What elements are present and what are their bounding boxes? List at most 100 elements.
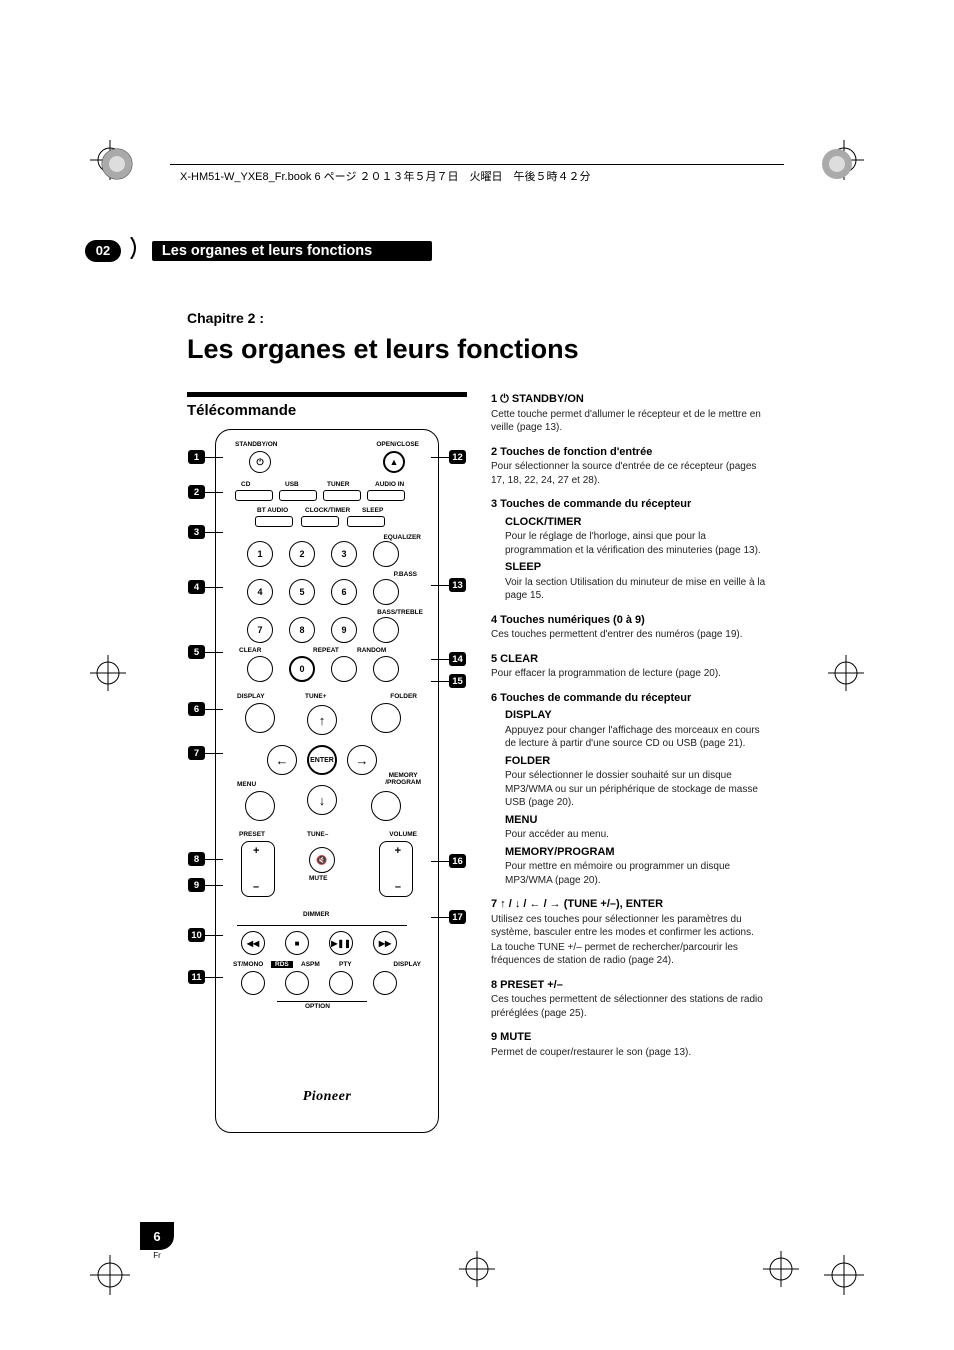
- register-mark-icon: [763, 1251, 799, 1287]
- desc-subheading: MENU: [491, 813, 772, 828]
- desc-subheading: CLOCK/TIMER: [491, 515, 772, 530]
- transport-stop-icon: ■: [285, 931, 309, 955]
- remote-label: CLEAR: [239, 647, 261, 654]
- desc-item-text: Pour effacer la programmation de lecture…: [491, 667, 772, 681]
- remote-button: [373, 971, 397, 995]
- divider: [277, 1001, 367, 1002]
- page-language: Fr: [140, 1251, 174, 1260]
- callout: 4: [188, 580, 223, 594]
- keypad-button: 9: [331, 617, 357, 643]
- chapter-number-badge: 02: [85, 240, 121, 262]
- desc-item-heading: 2 Touches de fonction d'entrée: [491, 445, 772, 460]
- keypad-button: 1: [247, 541, 273, 567]
- plus-icon: +: [253, 845, 259, 857]
- remote-label: OPTION: [305, 1003, 330, 1010]
- remote-button: [323, 490, 361, 501]
- remote-label: SLEEP: [362, 507, 383, 514]
- remote-label: DISPLAY: [393, 961, 421, 968]
- brand-logo: Pioneer: [227, 1089, 427, 1105]
- header-rule: [170, 164, 784, 165]
- remote-label: TUNER: [327, 481, 349, 488]
- remote-button: [331, 656, 357, 682]
- remote-label: VOLUME: [389, 831, 417, 838]
- remote-button: [245, 703, 275, 733]
- remote-button: [373, 541, 399, 567]
- remote-button: [255, 516, 293, 527]
- register-mark-icon: [459, 1251, 495, 1287]
- left-column: Télécommande STANDBY/ON OPEN/CLOSE ⏻ ▲ C…: [187, 392, 467, 1133]
- nav-up-icon: ↑: [307, 705, 337, 735]
- remote-label: EQUALIZER: [383, 534, 421, 541]
- desc-item-text: Voir la section Utilisation du minuteur …: [491, 576, 772, 603]
- remote-figure: STANDBY/ON OPEN/CLOSE ⏻ ▲ CD USB TUNER A…: [215, 429, 439, 1133]
- remote-label: STANDBY/ON: [235, 441, 278, 448]
- standby-button-icon: ⏻: [249, 451, 271, 473]
- desc-item-text: Pour accéder au menu.: [491, 828, 772, 842]
- remote-label: FOLDER: [390, 693, 417, 700]
- right-column: 1 ⏻ STANDBY/ONCette touche permet d'allu…: [491, 392, 772, 1133]
- plus-icon: +: [395, 845, 401, 857]
- remote-button: [373, 617, 399, 643]
- callout: 14: [431, 652, 466, 666]
- desc-item-text: Ces touches permettent de sélectionner d…: [491, 993, 772, 1020]
- remote-label: MEMORY /PROGRAM: [385, 773, 421, 786]
- keypad-button: 5: [289, 579, 315, 605]
- callout: 1: [188, 450, 223, 464]
- remote-label: PRESET: [239, 831, 265, 838]
- desc-subheading: MEMORY/PROGRAM: [491, 845, 772, 860]
- register-mark-icon: [90, 655, 126, 691]
- desc-item: 2 Touches de fonction d'entréePour sélec…: [491, 445, 772, 488]
- page-number-badge: 6: [140, 1222, 174, 1250]
- desc-item: 9 MUTEPermet de couper/restaurer le son …: [491, 1030, 772, 1059]
- callout: 3: [188, 525, 223, 539]
- keypad-button: 4: [247, 579, 273, 605]
- callout: 16: [431, 854, 466, 868]
- desc-item-heading: 7 ↑ / ↓ / ← / → (TUNE +/–), ENTER: [491, 897, 772, 912]
- register-mark-icon: [828, 655, 864, 691]
- minus-icon: –: [395, 881, 401, 893]
- desc-item-text: Pour sélectionner le dossier souhaité su…: [491, 769, 772, 810]
- desc-item-text: Utilisez ces touches pour sélectionner l…: [491, 913, 772, 940]
- callout: 12: [431, 450, 466, 464]
- divider: [237, 925, 407, 926]
- remote-button: [371, 703, 401, 733]
- callout: 8: [188, 852, 223, 866]
- desc-item-heading: 8 PRESET +/–: [491, 978, 772, 993]
- remote-label: CLOCK/TIMER: [305, 507, 350, 514]
- page-number: 6 Fr: [140, 1222, 174, 1260]
- callout: 10: [188, 928, 223, 942]
- callout: 7: [188, 746, 223, 760]
- remote-label: CD: [241, 481, 250, 488]
- remote-label: BASS/TREBLE: [377, 609, 423, 616]
- remote-label: TUNE+: [305, 693, 327, 700]
- remote-label: RANDOM: [357, 647, 386, 654]
- content-columns: Télécommande STANDBY/ON OPEN/CLOSE ⏻ ▲ C…: [187, 392, 772, 1133]
- callout: 5: [188, 645, 223, 659]
- callout: 13: [431, 578, 466, 592]
- keypad-button: 8: [289, 617, 315, 643]
- nav-down-icon: ↓: [307, 785, 337, 815]
- remote-label: BT AUDIO: [257, 507, 288, 514]
- desc-item-text: Permet de couper/restaurer le son (page …: [491, 1046, 772, 1060]
- minus-icon: –: [253, 881, 259, 893]
- transport-rew-icon: ◀◀: [241, 931, 265, 955]
- crop-mark-icon: [90, 1255, 130, 1295]
- keypad-button: 7: [247, 617, 273, 643]
- keypad-button: 6: [331, 579, 357, 605]
- desc-item: 5 CLEARPour effacer la programmation de …: [491, 652, 772, 681]
- color-block-icon: [820, 147, 854, 181]
- remote-button: [347, 516, 385, 527]
- desc-item-heading: 6 Touches de commande du récepteur: [491, 691, 772, 706]
- desc-item-text: Pour sélectionner la source d'entrée de …: [491, 460, 772, 487]
- desc-item-heading: 1 ⏻ STANDBY/ON: [491, 392, 772, 407]
- remote-label: OPEN/CLOSE: [376, 441, 419, 448]
- chapter-label: Chapitre 2 :: [187, 310, 764, 326]
- remote-button: [235, 490, 273, 501]
- desc-item-heading: 3 Touches de commande du récepteur: [491, 497, 772, 512]
- remote-label: ST/MONO: [233, 961, 263, 968]
- callout: 6: [188, 702, 223, 716]
- remote-button: [285, 971, 309, 995]
- chapter-bar: 02 Les organes et leurs fonctions: [85, 237, 539, 257]
- enter-button: ENTER: [307, 745, 337, 775]
- callout: 15: [431, 674, 466, 688]
